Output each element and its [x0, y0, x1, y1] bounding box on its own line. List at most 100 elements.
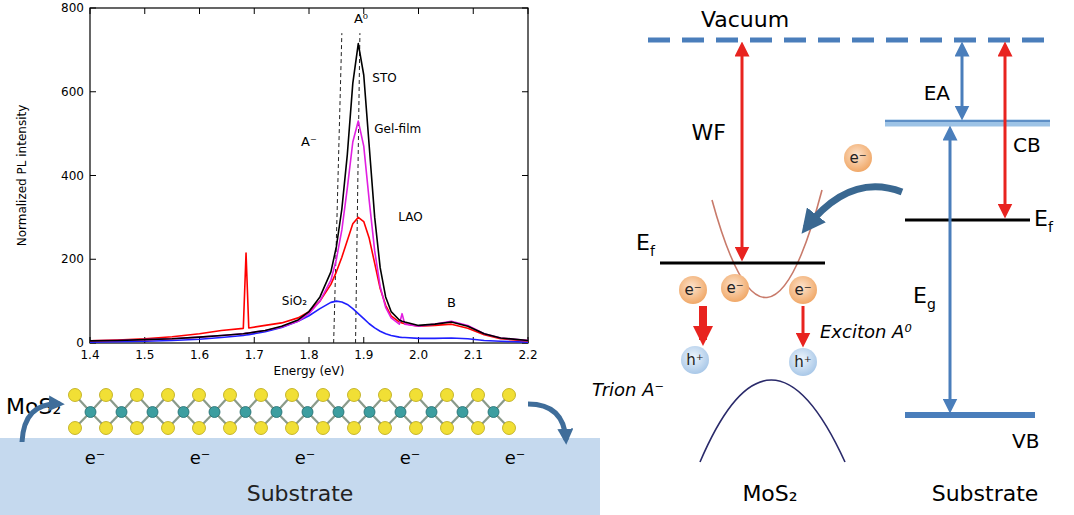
electron-label: e⁻ [726, 279, 743, 297]
subscript: f [1048, 219, 1054, 235]
sulfur-atom [441, 389, 454, 402]
sulfur-atom [100, 389, 113, 402]
sulfur-atom [317, 422, 330, 435]
peak-annotation: A⁰ [354, 11, 368, 26]
electron-label: e⁻ [190, 447, 211, 468]
substrate-work-function-arrow [1004, 46, 1007, 214]
sulfur-atom [348, 422, 361, 435]
sulfur-atom [255, 389, 268, 402]
x-tick-label: 1.9 [354, 348, 373, 362]
structure: MoS₂e⁻e⁻e⁻e⁻e⁻Substrate [0, 389, 600, 515]
series-line [90, 301, 528, 342]
x-tick-label: 1.5 [135, 348, 154, 362]
series-line [90, 217, 528, 341]
molybdenum-atom [116, 407, 127, 418]
hole-label: h⁺ [686, 351, 703, 369]
fermi-level [660, 262, 825, 265]
fermi-level-label: Ef [636, 230, 656, 259]
peak-annotation: A⁻ [301, 134, 317, 149]
transfer-electron-blob [844, 144, 872, 172]
electron-affinity-label: EA [924, 81, 951, 105]
y-tick-label: 200 [61, 252, 84, 266]
molybdenum-atom [426, 407, 437, 418]
sulfur-atom [131, 422, 144, 435]
x-tick [254, 337, 255, 343]
symbol: E [636, 230, 650, 255]
molybdenum-atom [271, 407, 282, 418]
valence-band-curve [700, 380, 845, 462]
sulfur-atom [286, 389, 299, 402]
valence-band [905, 412, 1035, 418]
x-tick-label: 2.1 [464, 348, 483, 362]
substrate-fermi-label: Ef [1034, 206, 1054, 235]
symbol: E [913, 283, 927, 308]
y-tick [522, 175, 528, 176]
subscript: g [927, 296, 936, 312]
work-function-arrow [741, 46, 744, 257]
exciton-label: Exciton A⁰ [820, 321, 912, 342]
electron-label: e⁻ [295, 447, 316, 468]
trion-label: Trion A⁻ [592, 379, 664, 400]
electron-label: e⁻ [505, 447, 526, 468]
sulfur-atom [379, 389, 392, 402]
substrate-band-label: Substrate [932, 481, 1039, 506]
electron-label: e⁻ [684, 281, 701, 299]
sulfur-atom [348, 389, 361, 402]
vacuum-level [648, 38, 1052, 43]
atoms [69, 389, 516, 435]
y-tick [90, 259, 96, 260]
y-tick-label: 0 [76, 336, 84, 350]
reference-line [356, 33, 360, 343]
sulfur-atom [255, 422, 268, 435]
peak-annotation: B [447, 295, 456, 310]
plot-frame [90, 8, 528, 343]
electron-blob [721, 274, 749, 302]
sulfur-atom [193, 389, 206, 402]
plot-data [90, 33, 528, 343]
substrate-label: Substrate [247, 481, 354, 506]
y-tick [90, 175, 96, 176]
x-tick [144, 8, 145, 14]
symbol: E [1034, 206, 1048, 231]
y-tick [90, 91, 96, 92]
sulfur-atom [224, 389, 237, 402]
series-label: STO [372, 71, 396, 85]
hole-label: h⁺ [794, 353, 811, 371]
substrate-fermi-level [905, 219, 1030, 222]
transfer-arrow [22, 404, 60, 442]
recombination-arrow [802, 306, 805, 343]
band-diagram: VacuumEfWFe⁻e⁻e⁻h⁺h⁺Trion A⁻Exciton A⁰Mo… [592, 7, 1054, 506]
series-line [90, 121, 528, 341]
x-tick [254, 8, 255, 14]
sulfur-atom [317, 389, 330, 402]
sulfur-atom [193, 422, 206, 435]
sulfur-atom [472, 422, 485, 435]
x-tick [528, 8, 529, 14]
band-gap-label: Eg [913, 283, 936, 312]
x-tick-label: 1.4 [80, 348, 99, 362]
x-tick-label: 2.0 [409, 348, 428, 362]
reference-line [334, 33, 342, 343]
series-line [90, 44, 528, 341]
sulfur-atom [472, 389, 485, 402]
molybdenum-atom [302, 407, 313, 418]
electron-blob [679, 276, 707, 304]
molybdenum-atom [209, 407, 220, 418]
x-tick [309, 337, 310, 343]
figure: 1.41.51.61.71.81.92.02.12.20200400600800… [0, 0, 1074, 515]
electron-blob [789, 276, 817, 304]
sulfur-atom [69, 422, 82, 435]
y-tick-label: 600 [61, 85, 84, 99]
substrate [0, 438, 600, 515]
conduction-band-edge [885, 120, 1050, 122]
molybdenum-atom [178, 407, 189, 418]
sulfur-atom [162, 422, 175, 435]
molybdenum-atom [395, 407, 406, 418]
x-tick [473, 8, 474, 14]
sulfur-atom [503, 422, 516, 435]
conduction-band [885, 120, 1050, 127]
sulfur-atom [162, 389, 175, 402]
x-tick [90, 8, 91, 14]
y-tick [522, 91, 528, 92]
conduction-band-label: CB [1013, 133, 1041, 157]
